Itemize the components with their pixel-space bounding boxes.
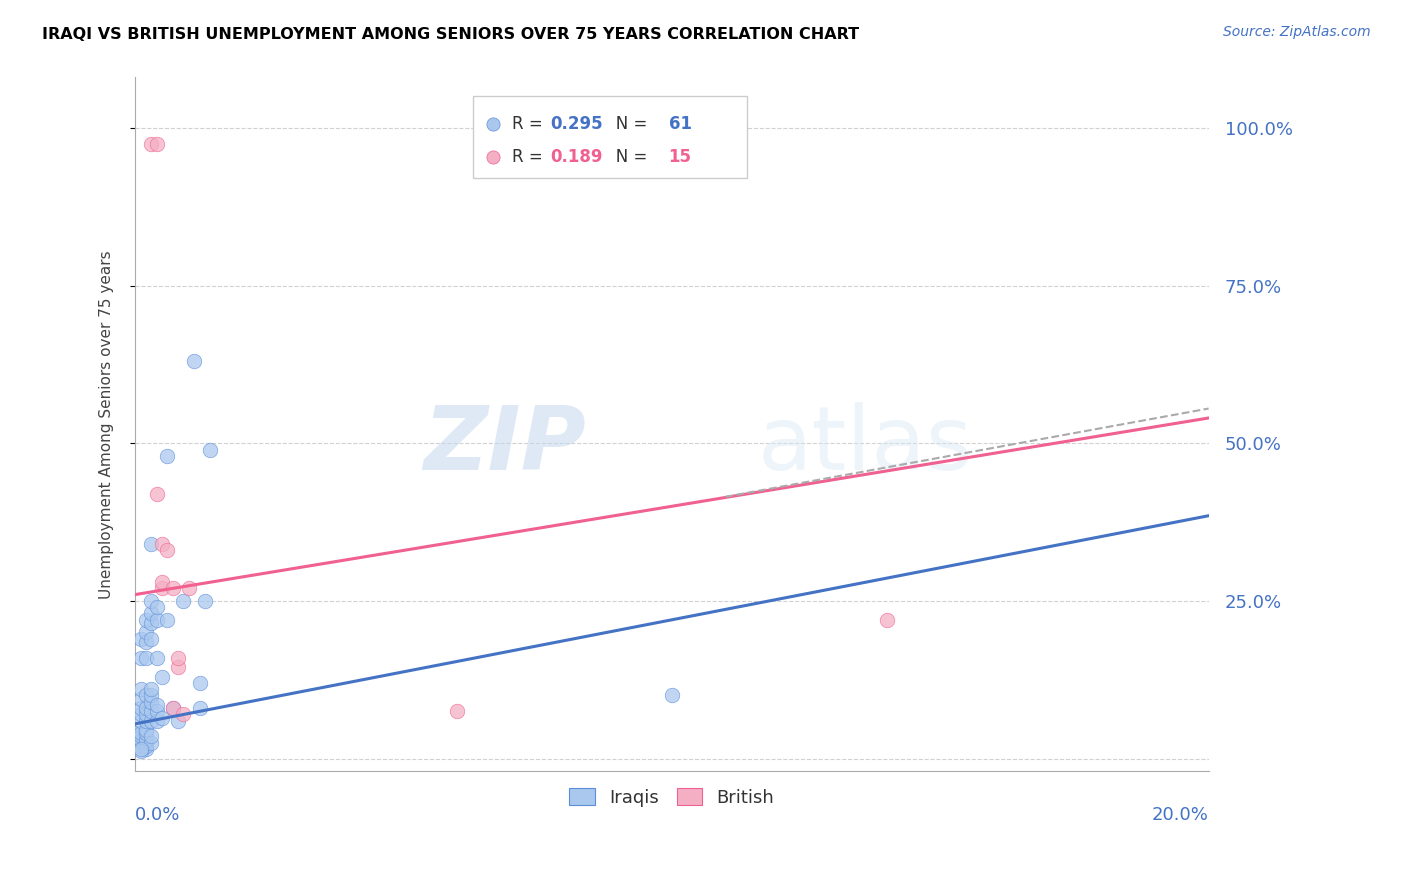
Point (141, 537, 163, 551)
Point (141, 689, 163, 703)
Point (141, 695, 163, 709)
Point (129, 739, 152, 753)
Point (129, 707, 152, 722)
Text: R =: R = (512, 115, 548, 133)
Text: N =: N = (600, 148, 652, 166)
Point (129, 742, 152, 756)
Point (129, 736, 152, 750)
Point (135, 739, 157, 753)
Point (188, 676, 211, 690)
Point (141, 682, 163, 697)
Point (156, 543, 179, 558)
Point (129, 714, 152, 728)
Point (200, 442, 222, 457)
Point (129, 691, 152, 706)
Point (141, 736, 163, 750)
Point (156, 613, 179, 627)
Point (141, 714, 163, 728)
Point (129, 732, 152, 747)
Point (167, 660, 190, 674)
Point (194, 594, 217, 608)
Text: N =: N = (600, 115, 652, 133)
Point (141, 704, 163, 718)
Text: 61: 61 (669, 115, 692, 133)
Point (150, 669, 173, 683)
Point (141, 594, 163, 608)
Point (141, 615, 163, 630)
Point (135, 625, 157, 640)
Point (129, 744, 152, 758)
Point (129, 701, 152, 715)
Point (150, 581, 173, 595)
Text: Source: ZipAtlas.com: Source: ZipAtlas.com (1223, 25, 1371, 39)
Text: IRAQI VS BRITISH UNEMPLOYMENT AMONG SENIORS OVER 75 YEARS CORRELATION CHART: IRAQI VS BRITISH UNEMPLOYMENT AMONG SENI… (42, 27, 859, 42)
Point (162, 701, 184, 715)
Text: 0.295: 0.295 (551, 115, 603, 133)
Point (141, 607, 163, 621)
Point (135, 732, 157, 747)
Point (177, 581, 200, 595)
Point (135, 736, 157, 750)
Point (135, 689, 157, 703)
Point (141, 632, 163, 646)
Point (129, 726, 152, 740)
Point (135, 613, 157, 627)
Text: R =: R = (512, 148, 548, 166)
Point (173, 594, 195, 608)
Point (145, 600, 167, 615)
Point (135, 723, 157, 738)
Point (145, 650, 167, 665)
Point (135, 701, 157, 715)
Point (173, 707, 195, 722)
Point (124, 732, 146, 747)
Point (135, 742, 157, 756)
FancyBboxPatch shape (474, 96, 747, 178)
Point (446, 704, 468, 718)
Point (162, 581, 184, 595)
Text: 0.0%: 0.0% (135, 805, 180, 824)
Point (150, 574, 173, 589)
Point (135, 714, 157, 728)
Point (141, 730, 163, 744)
Point (150, 710, 173, 724)
Text: 20.0%: 20.0% (1152, 805, 1209, 824)
Point (129, 632, 152, 646)
Text: 0.189: 0.189 (551, 148, 603, 166)
Point (145, 613, 167, 627)
Text: ZIP: ZIP (423, 401, 586, 489)
Point (135, 726, 157, 740)
Y-axis label: Unemployment Among Seniors over 75 years: Unemployment Among Seniors over 75 years (100, 250, 114, 599)
Text: atlas: atlas (758, 401, 973, 489)
Legend: Iraqis, British: Iraqis, British (562, 780, 782, 814)
Point (145, 704, 167, 718)
Point (135, 650, 157, 665)
Point (145, 486, 167, 500)
Point (167, 650, 190, 665)
Point (145, 714, 167, 728)
Point (129, 682, 152, 697)
Point (129, 730, 152, 744)
Point (162, 701, 184, 715)
Point (124, 726, 146, 740)
Point (661, 689, 683, 703)
Point (183, 354, 205, 368)
Point (145, 698, 167, 712)
Point (135, 635, 157, 649)
Point (876, 613, 898, 627)
Point (188, 701, 211, 715)
Point (145, 136, 167, 151)
Point (129, 650, 152, 665)
Point (135, 707, 157, 722)
Point (156, 449, 179, 463)
Point (167, 714, 190, 728)
Text: 15: 15 (669, 148, 692, 166)
Point (141, 136, 163, 151)
Point (150, 537, 173, 551)
